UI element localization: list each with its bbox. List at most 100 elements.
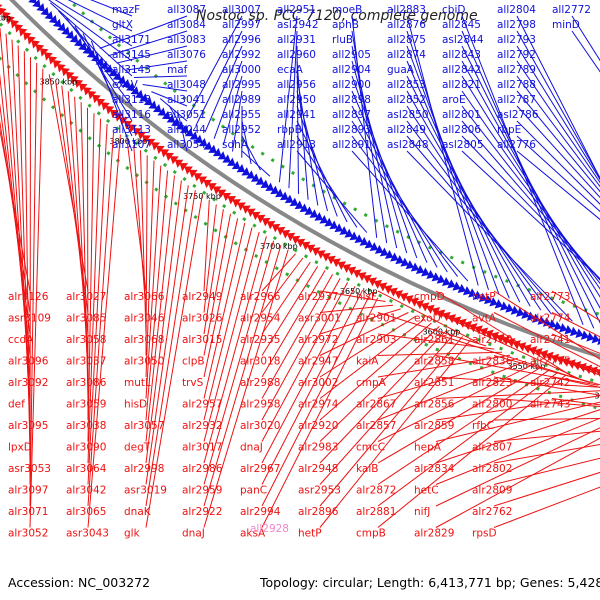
forward-gene-leader — [54, 0, 133, 47]
forward-gene-mark — [304, 206, 314, 216]
reverse-gene-leader — [203, 213, 231, 356]
tick-ring-1 — [0, 21, 600, 385]
forward-gene-leader — [516, 150, 600, 221]
reverse-gene-mark — [252, 211, 261, 221]
reverse-gene-mark — [61, 67, 71, 77]
reverse-gene-label: alr2834 — [414, 463, 455, 475]
reverse-gene-mark — [447, 314, 457, 324]
forward-gene-leader — [177, 112, 188, 152]
forward-gene-label: all3000 — [222, 64, 261, 76]
forward-gene-mark — [222, 154, 231, 163]
reverse-gene-mark — [57, 64, 66, 73]
reverse-gene-label: alr2972 — [298, 334, 338, 346]
reverse-gene-leader — [145, 155, 148, 356]
reverse-gene-label: rfbC — [472, 420, 494, 432]
reverse-gene-mark — [296, 238, 306, 248]
forward-gene-mark — [436, 274, 446, 284]
forward-gene-label: sdhA — [222, 139, 249, 151]
forward-gene-label: all2849 — [387, 124, 426, 136]
reverse-gene-mark — [110, 109, 119, 119]
reverse-gene-leader — [48, 74, 89, 292]
reverse-gene-label: cmpA — [356, 377, 387, 389]
reverse-gene-label: alr3071 — [8, 506, 48, 518]
reverse-gene-mark — [332, 258, 341, 268]
forward-gene-mark — [548, 319, 557, 329]
reverse-gene-label: alr3090 — [66, 442, 106, 454]
reverse-gene-leader — [74, 96, 89, 378]
forward-gene-label: guaA — [387, 64, 415, 76]
forward-gene-mark — [484, 294, 493, 305]
forward-gene-label: all2883 — [387, 4, 426, 16]
forward-gene-mark — [166, 114, 176, 123]
reverse-gene-leader — [261, 278, 341, 421]
reverse-gene-leader — [551, 355, 600, 371]
reverse-gene-leader — [23, 51, 31, 464]
forward-gene-mark — [260, 179, 270, 189]
reverse-gene-leader — [319, 332, 456, 485]
forward-gene-mark — [473, 290, 482, 300]
reverse-gene-label: alr2967 — [240, 463, 280, 475]
reverse-gene-mark — [342, 264, 352, 273]
reverse-gene-mark — [312, 247, 321, 257]
forward-gene-leader — [406, 15, 479, 286]
reverse-gene-mark — [179, 163, 189, 172]
forward-gene-mark — [28, 0, 37, 4]
reverse-gene-label: alr2948 — [298, 463, 338, 475]
forward-gene-label: all2893 — [332, 124, 371, 136]
forward-gene-label: all2789 — [497, 64, 536, 76]
reverse-gene-label: alr3068 — [124, 334, 164, 346]
forward-gene-mark — [324, 217, 333, 227]
forward-gene-label: all2772 — [552, 4, 591, 16]
forward-gene-label: all2842 — [442, 64, 481, 76]
forward-gene-mark — [148, 100, 158, 109]
reverse-gene-leader — [203, 209, 224, 335]
forward-gene-leader — [461, 135, 600, 280]
reverse-gene-label: alr2743 — [530, 399, 570, 411]
forward-gene-mark — [344, 228, 353, 238]
reverse-gene-leader — [203, 240, 275, 485]
forward-gene-mark — [405, 260, 415, 270]
forward-gene-mark — [580, 330, 590, 340]
reverse-gene-label: asr3053 — [8, 463, 51, 475]
reverse-gene-leader — [435, 376, 600, 388]
forward-gene-mark — [275, 188, 284, 198]
reverse-gene-label: hetC — [414, 485, 439, 497]
reverse-gene-label: alr3018 — [240, 356, 280, 368]
reverse-gene-mark — [368, 277, 378, 287]
reverse-gene-mark — [184, 166, 193, 175]
forward-gene-mark — [452, 281, 461, 291]
forward-gene-leader — [516, 75, 600, 188]
reverse-gene-mark — [415, 300, 425, 310]
forward-gene-leader — [296, 150, 368, 233]
reverse-gene-mark — [213, 186, 222, 195]
reverse-gene-leader — [435, 417, 600, 485]
reverse-gene-leader — [261, 282, 349, 442]
reverse-gene-mark — [271, 223, 281, 233]
reverse-gene-mark — [160, 149, 170, 158]
reverse-gene-mark — [405, 295, 414, 305]
reverse-gene-label: def — [8, 399, 25, 411]
reverse-gene-mark — [170, 156, 179, 165]
forward-gene-mark — [121, 79, 131, 88]
reverse-gene-label: alr2774 — [530, 313, 571, 325]
reverse-gene-mark — [189, 169, 198, 179]
reverse-gene-mark — [208, 183, 217, 192]
reverse-gene-mark — [384, 285, 393, 294]
forward-gene-mark — [457, 283, 467, 293]
reverse-gene-leader — [377, 351, 503, 356]
reverse-gene-label: degT — [124, 442, 151, 454]
reverse-gene-label: avtA — [472, 313, 497, 325]
forward-gene-mark — [441, 276, 451, 287]
forward-gene-leader — [406, 45, 500, 295]
forward-gene-mark — [52, 18, 62, 28]
forward-gene-label: all3044 — [167, 124, 206, 136]
reverse-gene-mark — [353, 269, 362, 279]
forward-gene-mark — [194, 134, 203, 143]
forward-gene-leader — [296, 60, 309, 200]
reverse-gene-label: mutL — [124, 377, 151, 389]
forward-gene-mark — [157, 107, 167, 116]
forward-gene-mark — [250, 173, 260, 182]
reverse-gene-mark — [474, 325, 483, 335]
forward-gene-label: all2997 — [222, 19, 261, 31]
reverse-gene-mark — [74, 79, 84, 88]
